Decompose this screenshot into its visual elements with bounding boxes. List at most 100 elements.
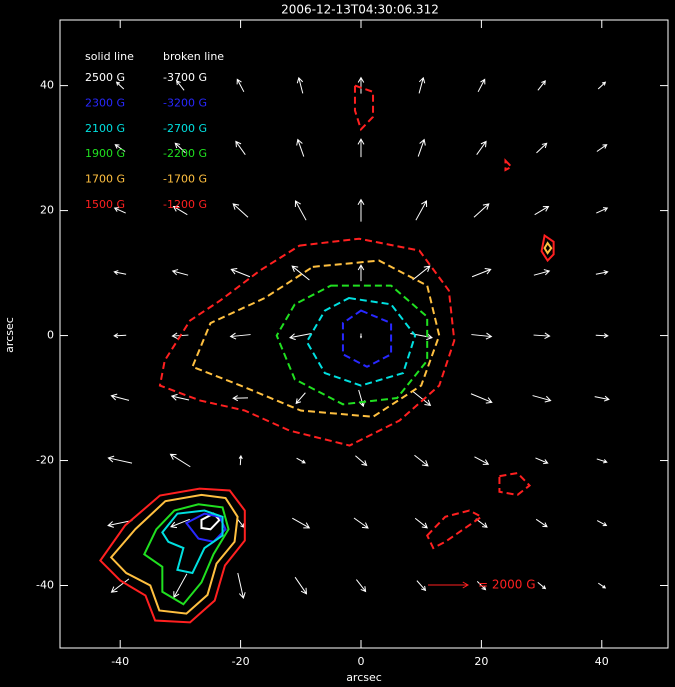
contour [305,297,417,387]
vector-arrow [170,518,190,529]
contour [99,487,246,624]
vector-arrow [595,333,609,339]
arrow-shape [594,395,610,402]
arrow-shape [114,144,126,152]
arrow-shape [176,80,185,91]
arrow-shape [417,138,426,157]
vector-arrow [473,203,490,218]
y-tick-label: -40 [36,579,54,592]
vector-arrow [294,576,308,595]
arrow-shape [296,138,305,157]
vector-arrow [471,268,492,278]
legend-label: 1700 G [85,173,125,186]
vector-arrow [476,140,487,155]
arrow-shape [595,333,609,339]
legend-label: 1500 G [85,198,125,211]
vector-arrow [174,142,186,154]
y-axis-label: arcsec [3,317,16,353]
arrow-shape [471,268,492,278]
vector-arrow [237,572,246,599]
legend-label: -1700 G [163,173,207,186]
y-tick-label: 20 [40,204,54,217]
arrow-shape [355,579,367,593]
arrow-shape [171,269,189,276]
arrow-shape [535,457,549,465]
vector-arrow [110,578,130,593]
arrow-shape [596,520,608,527]
vector-arrow [115,81,125,90]
vector-arrow [535,457,549,465]
contour [540,233,555,263]
contour [504,158,514,172]
vector-arrow [597,81,607,90]
vector-arrow [474,456,490,465]
vector-arrow [176,80,185,91]
vector-arrow [110,393,130,401]
arrow-shape [596,144,608,152]
arrow-shape [595,270,609,276]
vector-arrow [355,455,368,466]
vector-arrow [470,393,493,404]
vector-arrow [536,142,548,154]
vector-arrow [238,454,243,466]
arrow-shape [358,389,366,408]
arrow-shape [294,200,307,221]
arrow-shape [238,454,243,466]
vector-arrow [169,453,191,468]
vector-arrow [113,207,126,214]
vector-arrow [289,332,312,341]
arrow-shape [115,81,125,90]
vector-arrow [594,395,610,402]
arrow-shape [170,393,190,401]
arrow-shape [289,332,312,341]
vector-arrow [291,265,310,281]
vector-arrow [230,268,251,278]
vector-arrow [107,455,133,464]
arrow-shape [534,205,550,216]
arrow-shape [471,332,493,340]
vector-arrow [414,454,429,467]
arrow-shape [533,332,551,340]
vector-arrow [235,140,246,155]
arrow-shape [295,392,306,405]
y-tick-label: 40 [40,79,54,92]
arrow-shape [359,333,363,339]
vector-arrow [113,333,127,339]
legend-label: -2200 G [163,147,207,160]
arrow-shape [355,455,368,466]
arrow-shape [232,395,249,402]
arrow-shape [415,200,428,221]
arrow-shape [357,76,365,94]
legend-label: -3200 G [163,96,207,109]
vector-arrow [294,200,307,221]
vector-arrow [296,457,306,464]
arrow-shape [474,456,490,465]
contour [184,512,227,543]
arrow-shape [174,142,186,154]
arrow-shape [473,203,490,218]
arrow-shape [532,395,552,403]
vector-arrow [232,395,249,402]
arrow-shape [107,455,133,464]
arrow-shape [296,76,304,94]
arrow-shape [597,81,607,90]
arrow-shape [173,573,188,599]
vector-arrow [414,517,428,529]
arrow-shape [411,390,432,406]
arrow-shape [110,578,130,593]
vector-arrow [534,205,550,216]
vector-arrow [595,270,609,276]
legend-header: solid line [85,50,134,63]
legend-label: 2300 G [85,96,125,109]
vector-arrow [107,520,133,528]
arrow-shape [476,140,487,155]
contour [426,509,484,550]
vector-arrow [596,144,608,152]
arrow-shape [232,203,249,218]
arrow-shape [113,207,126,214]
arrow-shape [428,581,470,589]
vector-arrow [296,138,305,157]
arrow-shape [236,518,245,529]
vector-arrow [113,270,127,276]
x-tick-label: 0 [357,655,364,668]
